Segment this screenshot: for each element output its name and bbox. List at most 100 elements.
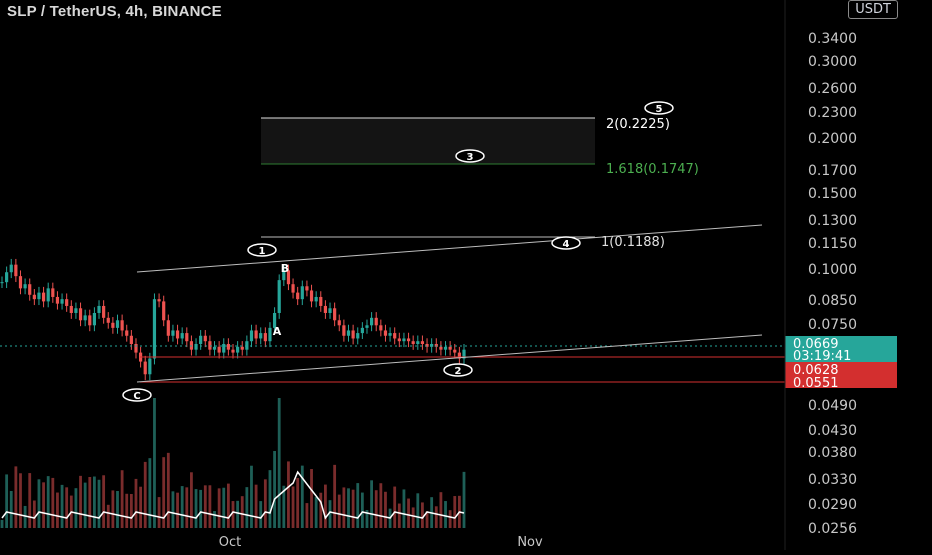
volume-bar [32,500,36,528]
candle [291,284,295,293]
volume-bar [397,503,401,528]
volume-bar [263,479,267,528]
candle [9,264,13,273]
volume-bar [185,487,189,528]
candle [157,299,161,302]
candle [388,333,392,336]
volume-bar [370,480,373,528]
volume-bar [236,500,240,528]
candle [254,330,258,339]
candle [425,343,429,347]
candle [194,343,198,350]
candle [46,288,50,302]
volume-bar [208,485,212,528]
y-tick-label: 0.0330 [808,472,857,488]
volume-bar [180,486,184,528]
wave-label-circle [122,388,152,402]
candle [268,327,272,342]
candle [319,296,323,306]
price-label-value: 0.0628 [793,363,839,378]
candle [439,346,443,350]
volume-bar [74,488,78,528]
y-tick-label: 0.1700 [808,163,857,179]
wave-label: C [133,391,140,402]
volume-bar [194,489,198,528]
wave-label: B [281,262,289,275]
volume-bar [9,491,13,528]
candle [240,346,244,350]
volume-bar [291,486,295,528]
candle [120,320,124,331]
candle [180,333,184,339]
wave-label: 5 [656,104,663,115]
volume-bar [393,486,397,528]
candle [134,343,138,353]
candle [434,343,438,347]
candle [231,349,235,353]
volume-bar [268,470,272,528]
fib-level-label: 2(0.2225) [606,117,670,132]
volume-bar [439,492,443,528]
volume-bar [5,474,9,528]
candle [83,315,87,321]
y-tick-label: 0.0380 [808,445,857,461]
candle [143,361,147,375]
wave-label: 3 [467,152,474,163]
y-tick-label: 0.0850 [808,293,857,309]
volume-bar [342,487,346,528]
volume-bar [83,482,87,528]
volume-bar [217,488,221,528]
volume-bar [129,494,133,528]
volume-bar [250,465,253,528]
volume-bar [416,493,420,528]
volume-bar [0,520,4,528]
volume-bar [310,469,313,528]
candle [51,288,55,297]
wave-label-circle [247,243,277,257]
volume-bar [125,493,129,528]
candle [406,338,411,342]
volume-bar [402,489,406,528]
volume-bar [259,501,263,528]
volume-bar [273,451,276,528]
volume-bar [351,489,355,528]
candle [28,284,32,295]
volume-bar [14,466,18,528]
volume-bar [28,473,32,528]
candle [383,330,388,336]
volume-bar [79,475,82,528]
candle [203,335,207,342]
candle [448,346,452,350]
y-tick-label: 0.0290 [808,497,857,513]
volume-bar [134,478,138,528]
candle [277,280,281,313]
candle [282,270,286,281]
volume-bar [231,501,235,528]
fib-level-label: 1(0.1188) [601,235,665,250]
volume-bar [254,484,258,528]
candle [342,325,346,336]
candle [333,308,337,321]
candle [92,312,96,326]
candle [5,272,9,283]
volume-bar [106,504,110,528]
price-label-countdown: 03:19:41 [793,349,851,364]
candle [453,349,457,353]
wave-label-circle [443,363,473,377]
y-tick-label: 0.0430 [808,423,857,439]
candle [365,325,369,328]
candle [379,325,383,331]
candle [416,341,420,344]
wave-label-circle [455,149,485,163]
currency-selector[interactable]: USDT [848,0,898,19]
volume-bar [407,498,410,528]
volume-bar [37,479,41,528]
volume-bar [453,496,457,528]
candle [309,290,314,302]
candle [175,330,180,339]
candle [171,330,175,336]
candle [346,330,351,336]
volume-bar [153,398,156,528]
